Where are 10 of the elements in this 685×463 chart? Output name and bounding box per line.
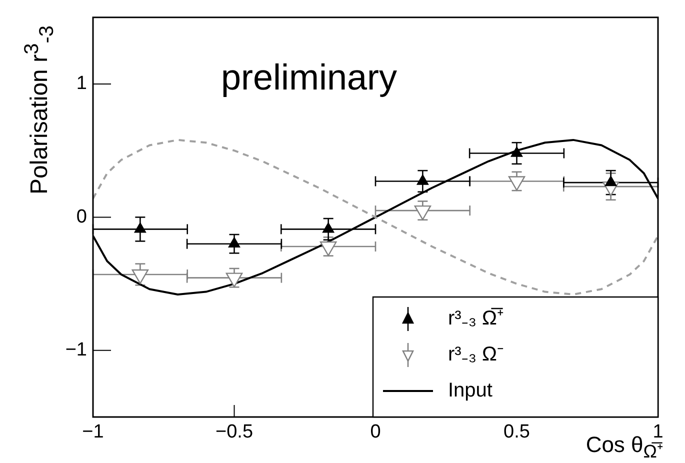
- y-tick-label: −1: [65, 340, 87, 361]
- x-tick-label: 0: [370, 422, 381, 443]
- legend-label: Input: [448, 380, 493, 402]
- legend-label: r³₋₃ Ω̅⁺: [448, 308, 504, 330]
- y-tick-label: 1: [76, 73, 87, 94]
- y-tick-label: 0: [76, 206, 87, 228]
- annotation: preliminary: [221, 56, 398, 98]
- x-tick-label: −0.5: [215, 422, 254, 443]
- legend-label: r³₋₃ Ω⁻: [448, 344, 504, 366]
- x-tick-label: 0.5: [504, 422, 530, 443]
